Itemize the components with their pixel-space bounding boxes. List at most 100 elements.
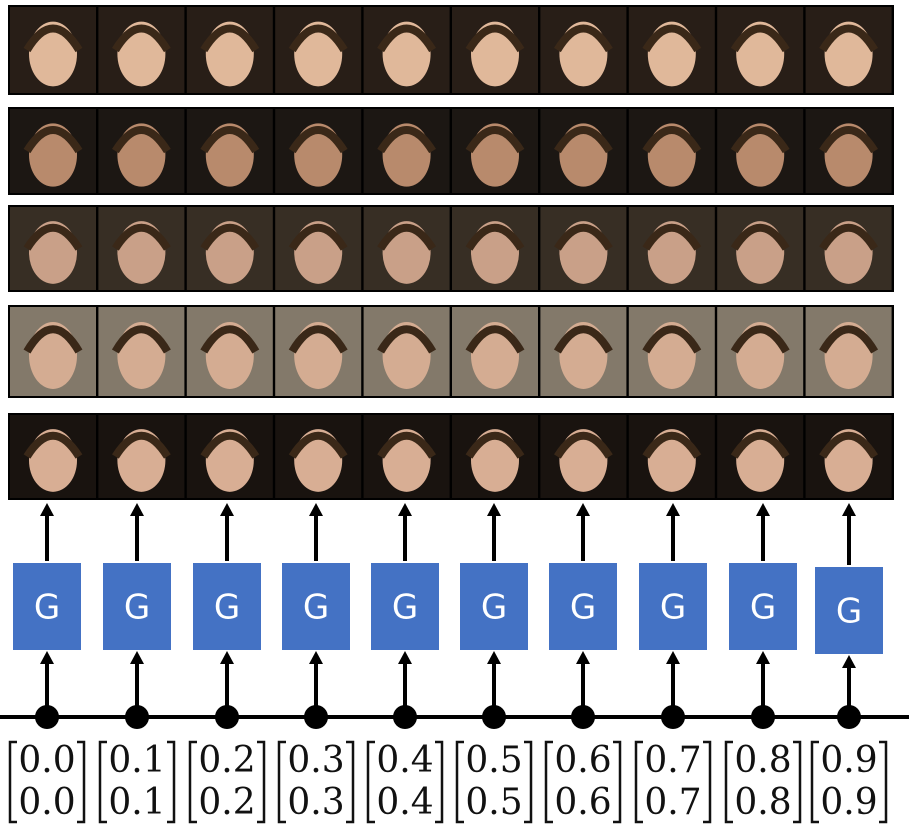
bracket: [703, 740, 712, 824]
arrow-head: [40, 503, 54, 516]
hair: [642, 126, 702, 154]
bracket: [524, 740, 533, 824]
bracket: [455, 740, 464, 824]
bracket: [8, 740, 17, 824]
hair: [553, 126, 613, 154]
hair: [111, 24, 171, 53]
latent-point: [35, 705, 59, 729]
arrow-head: [309, 503, 323, 516]
hair: [554, 223, 613, 251]
hair: [465, 24, 525, 53]
latent-point: [393, 705, 417, 729]
latent-point: [125, 705, 149, 729]
hair: [23, 223, 83, 251]
arrow-head: [130, 503, 144, 516]
bracket: [613, 740, 622, 824]
hair: [200, 126, 260, 154]
hair: [465, 325, 525, 354]
hair: [642, 223, 702, 251]
arrow-head: [398, 503, 412, 516]
arrow-head: [756, 503, 770, 516]
vector-entry: 0.3: [287, 782, 344, 823]
bracket: [346, 740, 355, 824]
hair: [819, 431, 878, 459]
arrow-head: [220, 503, 234, 516]
hair: [730, 223, 790, 251]
hair: [23, 325, 83, 354]
arrow-head: [756, 651, 770, 664]
vector-entry: 0.1: [108, 740, 165, 781]
vector-entry: 0.1: [108, 782, 165, 823]
vector-entry: 0.3: [287, 740, 344, 781]
bracket: [257, 740, 266, 824]
arrow-head: [487, 651, 501, 664]
hair: [730, 24, 790, 53]
hair: [23, 126, 83, 154]
bracket: [188, 740, 197, 824]
latent-point: [482, 705, 506, 729]
bracket: [167, 740, 176, 824]
hair: [377, 431, 436, 459]
latent-point: [661, 705, 685, 729]
generator-label: G: [750, 588, 776, 628]
generator-box: [549, 563, 617, 650]
bracket: [879, 740, 888, 824]
hair: [200, 24, 260, 53]
hair: [377, 126, 437, 154]
generator-label: G: [481, 588, 507, 628]
hair: [730, 325, 790, 354]
latent-point: [837, 705, 861, 729]
bracket: [277, 740, 286, 824]
vector-entry: 0.2: [198, 782, 255, 823]
vector-entry: 0.7: [644, 740, 701, 781]
hair: [288, 431, 348, 459]
hair: [553, 325, 613, 354]
hair: [819, 126, 879, 154]
hair: [819, 223, 878, 251]
generator-box: [371, 563, 439, 650]
arrow-head: [666, 503, 680, 516]
generator-label: G: [392, 588, 418, 628]
bracket: [366, 740, 375, 824]
hair: [23, 24, 83, 53]
vector-entry: 0.0: [18, 740, 75, 781]
hair: [642, 325, 702, 354]
arrow-head: [220, 651, 234, 664]
generator-box: [282, 563, 350, 650]
vector-entry: 0.6: [554, 782, 611, 823]
vector-entry: 0.0: [18, 782, 75, 823]
generator-label: G: [214, 588, 240, 628]
generator-box: [103, 563, 171, 650]
generator-box: [639, 563, 707, 650]
hair: [200, 223, 260, 251]
vector-entry: 0.7: [644, 782, 701, 823]
hair: [730, 126, 790, 154]
hair: [200, 325, 260, 354]
bracket: [544, 740, 553, 824]
bracket: [98, 740, 107, 824]
hair: [288, 325, 348, 354]
hair: [377, 223, 436, 251]
arrow-head: [40, 651, 54, 664]
hair: [819, 24, 879, 53]
generator-label: G: [34, 588, 60, 628]
generator-box: [460, 563, 528, 650]
hair: [465, 126, 525, 154]
arrow-head: [666, 651, 680, 664]
arrow-head: [842, 503, 856, 516]
hair: [111, 325, 171, 354]
hair: [288, 24, 348, 53]
generator-label: G: [124, 588, 150, 628]
bracket: [810, 740, 819, 824]
vector-entry: 0.8: [734, 782, 791, 823]
generator-box: [193, 563, 261, 650]
vector-entry: 0.5: [465, 740, 522, 781]
arrow-head: [487, 503, 501, 516]
generator-label: G: [660, 588, 686, 628]
hair: [819, 325, 879, 354]
hair: [112, 431, 171, 459]
hair: [377, 24, 437, 53]
generator-box: [729, 563, 797, 650]
hair: [288, 126, 348, 154]
generator-label: G: [570, 588, 596, 628]
